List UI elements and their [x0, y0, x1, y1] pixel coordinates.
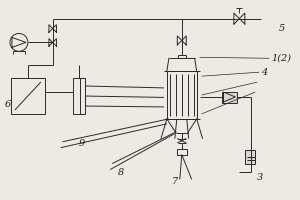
- Bar: [11, 78, 45, 114]
- Text: 7: 7: [172, 177, 178, 186]
- Text: 5: 5: [279, 24, 285, 33]
- Text: 1(2): 1(2): [271, 54, 291, 63]
- Bar: [177, 149, 187, 155]
- Bar: [73, 78, 85, 114]
- Bar: [245, 150, 255, 164]
- Text: 6: 6: [5, 100, 11, 109]
- Text: 3: 3: [257, 173, 263, 182]
- Text: 4: 4: [261, 68, 268, 77]
- Text: 9: 9: [79, 139, 85, 148]
- Text: 8: 8: [118, 168, 124, 177]
- Bar: [221, 92, 237, 103]
- Bar: [167, 71, 197, 119]
